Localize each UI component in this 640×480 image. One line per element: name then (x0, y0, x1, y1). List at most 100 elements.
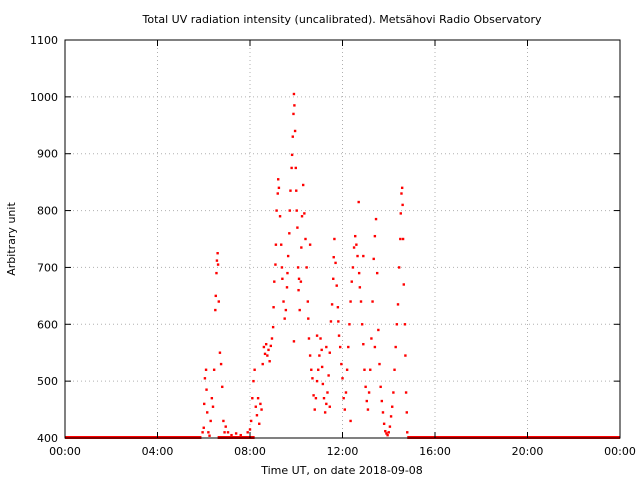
x-tick-label: 08:00 (234, 445, 266, 458)
data-point (323, 411, 327, 414)
data-point (397, 266, 401, 269)
data-point (289, 189, 292, 192)
data-point (362, 342, 365, 346)
data-point (264, 342, 268, 346)
data-point (367, 391, 371, 394)
data-points (201, 92, 409, 437)
data-point (201, 431, 204, 434)
data-point (332, 255, 335, 259)
data-point (298, 308, 301, 312)
data-point (387, 431, 390, 434)
data-point (307, 337, 311, 340)
data-point (405, 411, 408, 414)
x-tick-label: 04:00 (142, 445, 174, 458)
data-point (360, 323, 364, 326)
data-point (328, 351, 331, 354)
data-point (319, 337, 322, 340)
data-point (372, 257, 375, 261)
data-point (259, 402, 262, 406)
data-point (204, 368, 208, 371)
data-point (299, 280, 303, 283)
data-point (329, 320, 333, 323)
data-point (271, 325, 275, 329)
data-point (295, 209, 298, 212)
data-point (274, 263, 277, 266)
y-tick-label: 700 (37, 261, 58, 274)
data-point (292, 92, 296, 96)
data-point (261, 362, 264, 366)
data-point (273, 280, 276, 283)
data-point (371, 300, 374, 303)
data-point (394, 345, 397, 349)
data-point (268, 360, 271, 363)
data-point (214, 294, 217, 298)
data-point (370, 337, 373, 340)
data-point (363, 368, 366, 371)
data-point (219, 362, 223, 366)
data-point (341, 377, 344, 380)
data-point (300, 246, 303, 249)
data-point (380, 399, 384, 403)
x-axis-label: Time UT, on date 2018-09-08 (260, 464, 423, 477)
data-point (258, 422, 261, 425)
data-point (396, 303, 400, 306)
data-point (378, 362, 381, 366)
data-point (401, 237, 405, 241)
data-point (254, 405, 257, 408)
data-point (325, 402, 328, 406)
x-tick-label: 16:00 (419, 445, 451, 458)
data-point (351, 266, 355, 269)
data-point (293, 104, 296, 107)
data-point (280, 243, 283, 246)
data-point (266, 354, 269, 357)
data-point (203, 402, 206, 406)
data-point (251, 397, 254, 400)
data-point (296, 266, 300, 269)
data-point (364, 385, 367, 389)
data-point (246, 431, 249, 434)
data-point (356, 254, 359, 258)
data-point (338, 345, 342, 349)
data-point (202, 426, 205, 429)
data-point (345, 368, 349, 371)
data-point (205, 388, 208, 391)
y-tick-label: 800 (37, 205, 58, 218)
data-point (284, 308, 288, 312)
data-point (285, 286, 289, 289)
data-point (344, 391, 348, 394)
data-point (276, 192, 279, 195)
data-point (286, 254, 290, 258)
y-tick-label: 900 (37, 148, 58, 161)
data-point (328, 405, 331, 408)
data-point (321, 382, 325, 386)
data-point (303, 212, 306, 215)
data-point (333, 237, 336, 241)
data-point (352, 246, 356, 249)
data-point (343, 408, 347, 411)
data-point (322, 397, 326, 400)
data-point (226, 431, 230, 434)
data-point (310, 368, 313, 371)
y-tick-label: 500 (37, 375, 58, 388)
data-point (330, 303, 334, 306)
data-point (369, 368, 372, 371)
data-point (275, 209, 278, 212)
data-point (373, 345, 377, 349)
data-point (278, 215, 282, 218)
x-tick-label: 12:00 (327, 445, 359, 458)
data-point (403, 323, 407, 326)
data-point (336, 306, 340, 309)
data-point (269, 344, 273, 348)
data-point (399, 212, 402, 215)
data-point (206, 411, 209, 414)
data-point (221, 385, 224, 389)
data-point (308, 354, 312, 357)
data-point (255, 414, 259, 417)
data-point (211, 405, 215, 408)
data-point (214, 308, 217, 312)
data-point (399, 237, 402, 241)
data-point (349, 419, 352, 423)
data-point (392, 391, 395, 394)
data-point (335, 284, 338, 287)
